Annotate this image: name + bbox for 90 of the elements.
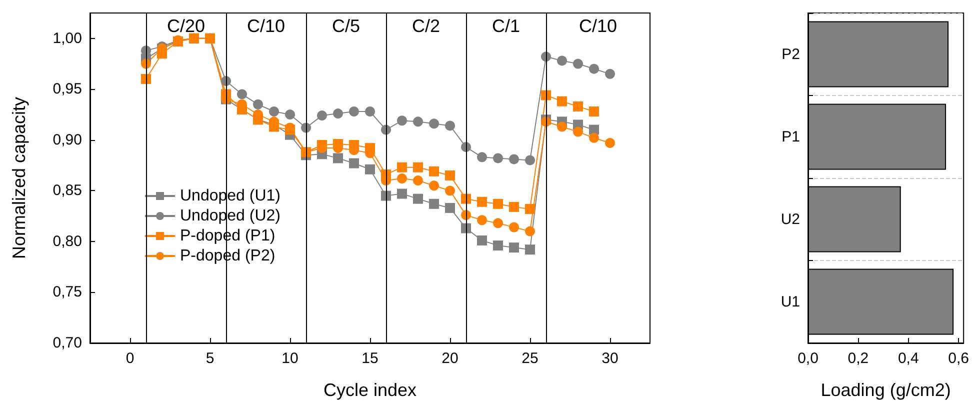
point	[429, 118, 439, 129]
x-tick-label: 5	[206, 350, 214, 367]
point	[413, 116, 423, 127]
y-tick-label: 0,80	[52, 232, 82, 250]
y-tick-label: 0,95	[52, 80, 82, 98]
point	[365, 106, 375, 116]
point	[557, 56, 567, 66]
point	[493, 198, 503, 209]
point	[573, 126, 583, 137]
point	[573, 101, 583, 112]
point	[429, 180, 439, 191]
point	[397, 116, 407, 126]
point	[509, 222, 519, 232]
point	[477, 196, 487, 207]
x-tick-label: 20	[442, 350, 458, 367]
point	[525, 244, 535, 255]
point	[333, 153, 343, 164]
point	[509, 242, 519, 253]
point	[429, 198, 439, 209]
x-tick-label: 25	[522, 350, 538, 367]
y-tick-label: 1,00	[52, 30, 82, 47]
point	[509, 154, 519, 164]
point	[333, 108, 343, 119]
point	[589, 64, 599, 74]
annotation: C/5	[332, 16, 360, 36]
point	[573, 58, 583, 69]
y-tick-label: 0,90	[52, 131, 82, 148]
x-tick-label: 15	[362, 350, 378, 367]
point	[253, 99, 263, 110]
point	[493, 240, 503, 251]
point	[413, 194, 423, 204]
point	[493, 218, 503, 228]
point	[525, 155, 535, 166]
point	[397, 162, 407, 172]
point	[317, 110, 327, 121]
point	[477, 215, 487, 226]
point	[397, 188, 407, 199]
annotation: C/2	[412, 16, 440, 36]
point	[589, 132, 599, 143]
point	[349, 158, 359, 168]
point	[269, 106, 279, 116]
x-tick-label: 0,2	[848, 350, 869, 367]
y-tick-label: U1	[780, 293, 800, 310]
x-tick-label: 0,0	[798, 350, 818, 367]
point	[477, 152, 487, 162]
annotation: C/1	[492, 16, 520, 36]
point	[413, 176, 423, 186]
point	[413, 162, 423, 172]
x-tick-label: 10	[282, 350, 298, 367]
point	[461, 194, 471, 204]
point	[541, 90, 551, 100]
x-axis-title: Cycle index	[323, 380, 417, 400]
point	[477, 235, 487, 246]
point	[589, 106, 599, 116]
point	[461, 223, 471, 234]
point	[285, 110, 295, 120]
point	[237, 89, 247, 100]
point	[605, 138, 615, 148]
y-tick-label: 0,75	[52, 284, 82, 301]
point	[525, 226, 535, 236]
point	[557, 122, 567, 132]
point	[509, 202, 519, 212]
annotation: C/10	[246, 16, 286, 36]
y-tick-label: P2	[782, 46, 800, 63]
point	[429, 166, 439, 176]
annotation: C/20	[166, 16, 206, 36]
y-axis-title: Normalized capacity	[9, 96, 29, 260]
point	[605, 68, 615, 79]
point	[445, 170, 455, 180]
point	[381, 190, 391, 201]
point	[525, 204, 535, 214]
annotation: C/10	[578, 16, 618, 36]
x-tick-label: 0	[126, 350, 134, 367]
y-tick-label: U2	[780, 210, 800, 228]
point	[445, 202, 455, 213]
point	[365, 164, 375, 174]
x-tick-label: 0,4	[898, 350, 919, 367]
point	[557, 96, 567, 106]
point	[445, 120, 455, 131]
x-tick-label: 0,6	[948, 350, 970, 367]
y-tick-label: 0,70	[52, 334, 82, 352]
y-tick-label: P1	[782, 128, 800, 146]
x-axis-title: Loading (g/cm2)	[820, 380, 951, 400]
point	[445, 186, 455, 196]
point	[141, 74, 151, 84]
point	[349, 106, 359, 116]
point	[493, 153, 503, 164]
x-tick-label: 30	[602, 350, 618, 367]
point	[397, 174, 407, 184]
y-tick-label: 0,85	[52, 182, 82, 200]
